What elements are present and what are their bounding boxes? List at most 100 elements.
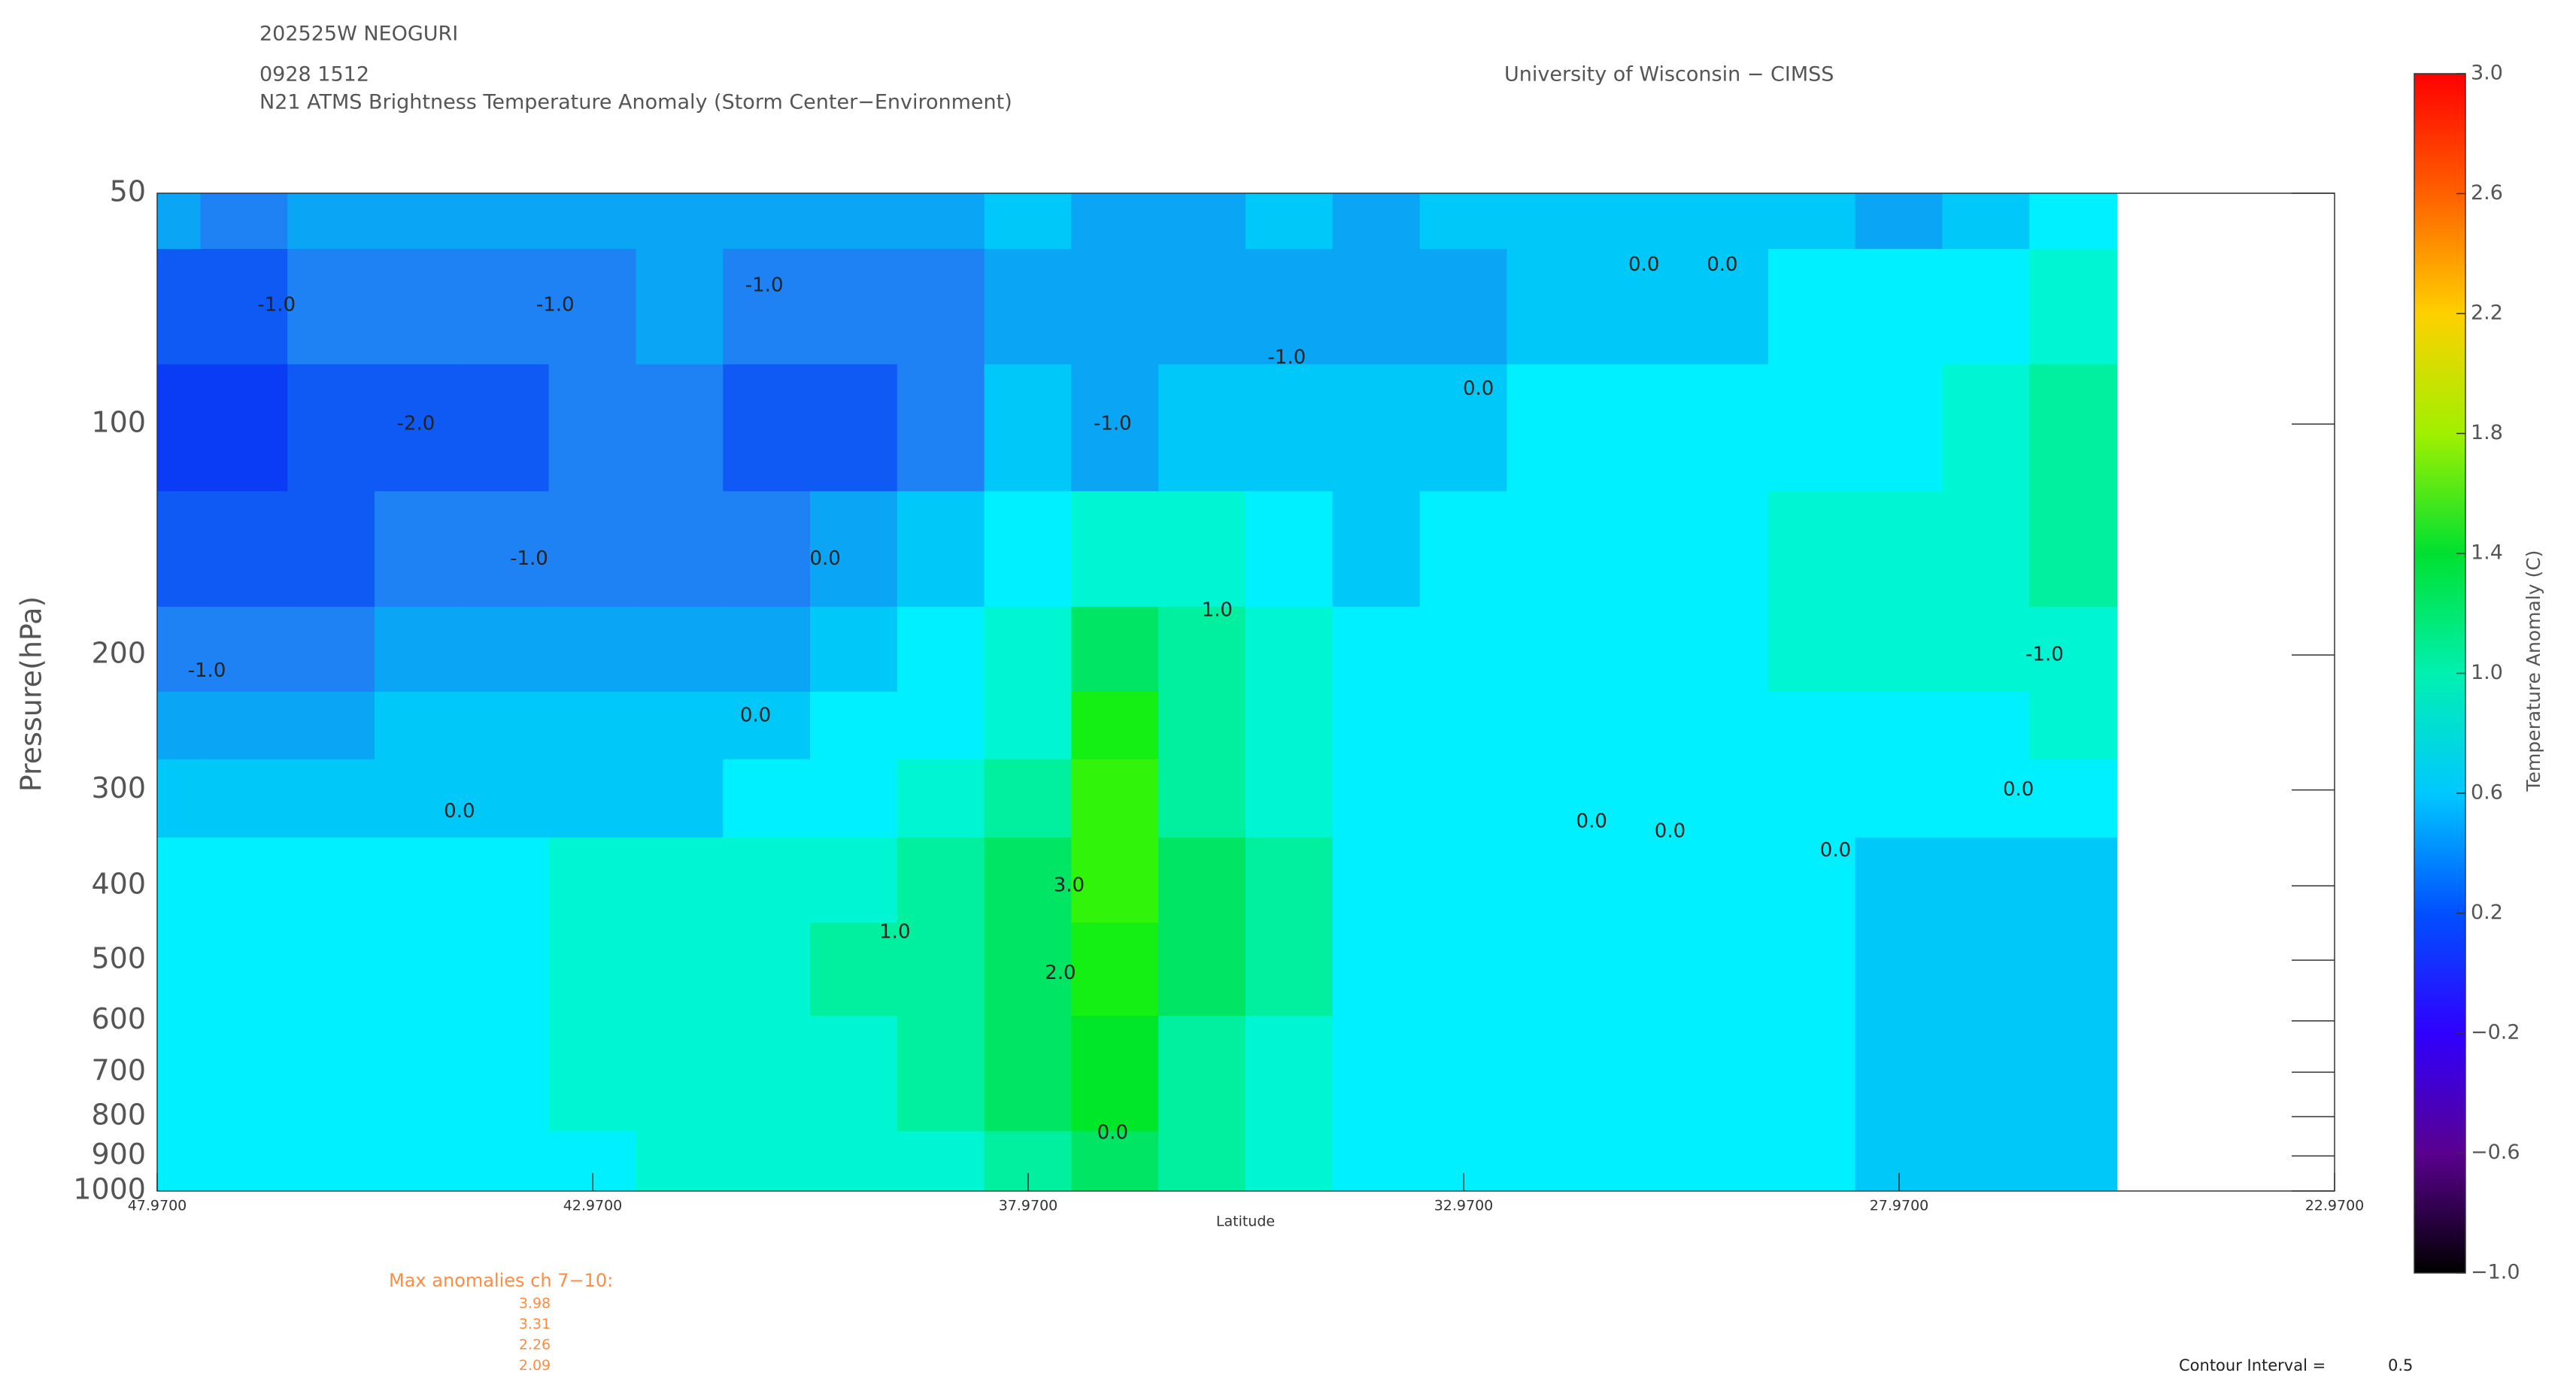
contour-cell (1855, 692, 1943, 760)
contour-cell (548, 364, 637, 492)
contour-cell (984, 692, 1073, 760)
contour-cell (1767, 923, 1856, 1017)
contour-cell (375, 837, 463, 924)
contour-cell (1071, 923, 1160, 1017)
contour-cell (723, 192, 812, 250)
contour-cell (1419, 364, 1508, 492)
contour-cell (461, 364, 550, 492)
contour-cell (984, 192, 1073, 250)
contour-cell (897, 1015, 985, 1132)
contour-cell (1942, 364, 2031, 492)
contour-cell (461, 837, 550, 924)
contour-cell (810, 759, 898, 838)
contour-cell (375, 249, 463, 365)
contour-cell (1506, 692, 1595, 760)
contour-cell (1594, 606, 1682, 692)
contour-cell (1246, 692, 1334, 760)
contour-cell (1332, 1015, 1421, 1132)
contour-label: 3.0 (1054, 874, 1085, 897)
colorbar-tick-label: 1.8 (2471, 421, 2503, 444)
contour-cell (1071, 491, 1160, 608)
storm-id: 202525W NEOGURI (259, 23, 458, 46)
contour-cell (1767, 249, 1856, 365)
contour-cell (1332, 192, 1421, 250)
contour-cell (897, 759, 985, 838)
contour-cell (2029, 1015, 2117, 1132)
contour-cell (636, 837, 724, 924)
contour-cell (810, 249, 898, 365)
contour-label: 0.0 (1463, 377, 1494, 400)
contour-cell (1942, 923, 2031, 1017)
contour-cell (461, 1015, 550, 1132)
contour-cell (1158, 606, 1246, 692)
contour-cell (1506, 1131, 1595, 1192)
contour-cell (1681, 491, 1769, 608)
contour-cell (2029, 837, 2117, 924)
contour-cell (723, 759, 812, 838)
contour-cell (200, 759, 289, 838)
contour-cell (1246, 1015, 1334, 1132)
contour-label: -1.0 (257, 294, 296, 317)
contour-cell (375, 1015, 463, 1132)
max-anomaly-value: 2.09 (519, 1357, 551, 1374)
contour-cell (287, 606, 376, 692)
contour-cell (1506, 1015, 1595, 1132)
contour-cell (984, 606, 1073, 692)
contour-cell (1855, 364, 1943, 492)
contour-cell (2029, 692, 2117, 760)
contour-cell (897, 1131, 985, 1192)
contour-cell (2029, 759, 2117, 838)
contour-cell (375, 1131, 463, 1192)
contour-cell (810, 923, 898, 1017)
contour-cell (636, 606, 724, 692)
contour-label: -2.0 (397, 413, 435, 435)
contour-cell (1158, 692, 1246, 760)
contour-cell (1767, 837, 1856, 924)
contour-cell (1071, 606, 1160, 692)
contour-cell (1942, 491, 2031, 608)
contour-cell (1419, 923, 1508, 1017)
contour-label: -1.0 (1268, 347, 1306, 369)
contour-cell (897, 923, 985, 1017)
contour-cell (1681, 606, 1769, 692)
contour-cell (1419, 759, 1508, 838)
contour-cell (897, 491, 985, 608)
contour-cell (548, 837, 637, 924)
contour-cell (200, 491, 289, 608)
x-tick-label: 47.9700 (128, 1198, 187, 1214)
contour-cell (1246, 192, 1334, 250)
contour-cell (1158, 923, 1246, 1017)
contour-cell (1594, 692, 1682, 760)
contour-cell (1419, 692, 1508, 760)
contour-cell (1767, 759, 1856, 838)
contour-cell (2029, 249, 2117, 365)
contour-cell (1246, 249, 1334, 365)
contour-cell (984, 249, 1073, 365)
contour-cell (375, 491, 463, 608)
contour-label: 0.0 (1628, 253, 1659, 276)
contour-label: 0.0 (740, 704, 771, 726)
contour-cell (2029, 491, 2117, 608)
contour-cell (636, 759, 724, 838)
contour-cell (1767, 692, 1856, 760)
contour-cell (897, 606, 985, 692)
contour-label: 0.0 (1655, 820, 1685, 843)
contour-cell (636, 364, 724, 492)
contour-cell (723, 692, 812, 760)
x-axis-label: Latitude (1216, 1214, 1275, 1230)
contour-cell (1419, 1015, 1508, 1132)
contour-cell (723, 1015, 812, 1132)
contour-cell (548, 606, 637, 692)
contour-cell (1942, 1015, 2031, 1132)
contour-cell (984, 923, 1073, 1017)
y-tick-label: 900 (91, 1138, 146, 1171)
contour-cell (1071, 837, 1160, 924)
contour-cell (897, 192, 985, 250)
contour-cell (375, 606, 463, 692)
contour-cell (1506, 249, 1595, 365)
contour-label: 0.0 (1576, 810, 1607, 832)
contour-cell (636, 249, 724, 365)
contour-cell (1767, 1015, 1856, 1132)
contour-cell (1594, 1131, 1682, 1192)
contour-cell (200, 1015, 289, 1132)
